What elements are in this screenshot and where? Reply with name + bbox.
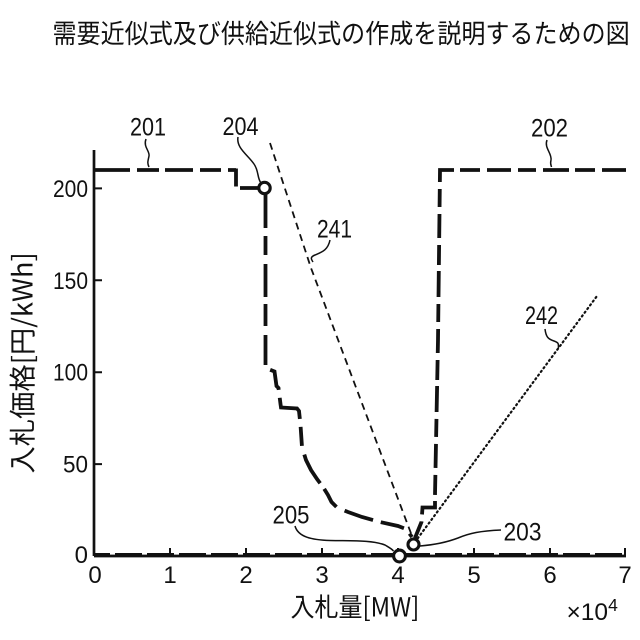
svg-text:4: 4 (391, 562, 404, 589)
svg-text:241: 241 (317, 216, 352, 244)
svg-text:202: 202 (531, 115, 568, 143)
svg-text:200: 200 (53, 176, 88, 203)
svg-text:201: 201 (130, 114, 166, 142)
svg-text:5: 5 (467, 562, 480, 589)
svg-text:150: 150 (53, 268, 88, 295)
svg-text:0: 0 (75, 542, 88, 569)
svg-text:50: 50 (63, 452, 88, 479)
svg-text:2: 2 (239, 562, 252, 589)
svg-text:7: 7 (618, 562, 631, 589)
svg-text:204: 204 (223, 113, 259, 141)
svg-text:6: 6 (543, 562, 556, 589)
svg-text:0: 0 (88, 562, 101, 589)
svg-text:3: 3 (315, 562, 328, 589)
svg-text:205: 205 (273, 502, 310, 530)
svg-text:100: 100 (53, 360, 88, 387)
svg-text:242: 242 (525, 302, 558, 330)
svg-text:203: 203 (504, 519, 542, 547)
svg-text:1: 1 (163, 562, 176, 589)
